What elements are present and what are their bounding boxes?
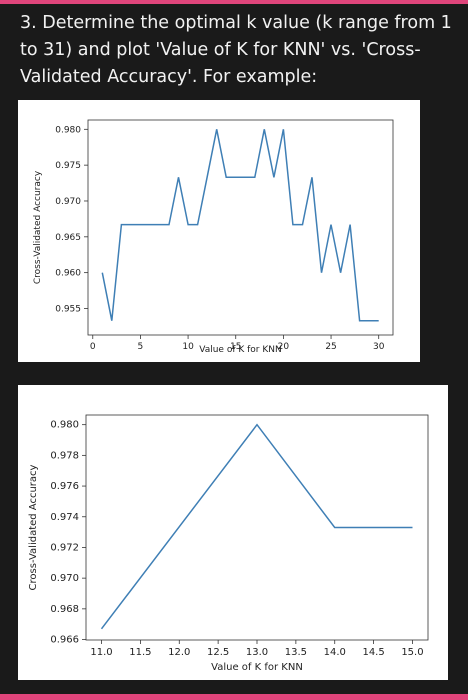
x-tick-label: 0 [90,342,96,352]
chart-2: 0.966 0.968 0.970 0.972 0.974 0.976 0.978 0.980… [28,414,429,673]
x-tick-label: 12.5 [207,647,229,658]
x-tick-label: 14.0 [324,647,346,658]
y-tick-label: 0.966 [50,635,79,646]
x-tick-label: 30 [373,342,385,352]
y-tick-label: 0.975 [55,161,81,171]
x-tick-label: 14.5 [362,647,384,658]
y-tick-label: 0.976 [50,481,79,492]
y-tick-label: 0.978 [50,450,79,461]
plot-frame [87,119,394,336]
y-tick-label: 0.972 [50,542,79,553]
y-axis-label: Cross-Validated Accuracy [28,464,39,590]
question-text: 3. Determine the optimal k value (k rang… [20,13,452,87]
x-tick-label: 13.0 [246,647,268,658]
y-tick-label: 0.980 [50,420,79,431]
x-tick-label: 15.0 [401,647,423,658]
y-tick-label: 0.955 [55,304,81,314]
x-tick-label: 25 [325,342,336,352]
chart-1: 0.955 0.960 0.965 0.970 0.975 0.980 0 5 10 15 20 25… [33,119,394,355]
x-tick-label: 10 [182,342,194,352]
y-tick-label: 0.980 [55,125,81,135]
x-axis-label: Value of K for KNN [211,662,303,673]
y-axis-label: Cross-Validated Accuracy [33,170,43,284]
x-tick-label: 13.5 [285,647,307,658]
x-axis-label: Value of K for KNN [199,345,281,355]
y-tick-label: 0.968 [50,604,79,615]
series-line [100,423,413,630]
x-tick-label: 11.5 [129,647,151,658]
x-tick-label: 5 [138,342,144,352]
y-tick-label: 0.965 [55,233,81,243]
chart-panel-2: 0.966 0.968 0.970 0.972 0.974 0.976 0.978 0.980… [18,385,448,680]
y-tick-label: 0.970 [55,197,81,207]
y-tick-label: 0.970 [50,573,79,584]
x-tick-label: 12.0 [168,647,190,658]
y-tick-label: 0.974 [50,512,79,523]
x-tick-label: 11.0 [90,647,112,658]
x-tick-label: 15 [230,342,241,352]
chart-panel-1: 0.955 0.960 0.965 0.970 0.975 0.980 0 5 10 15 20 25… [18,100,420,362]
y-tick-label: 0.960 [55,269,81,279]
bottom-accent-bar [0,694,468,700]
series-line [101,129,379,322]
x-tick-label: 20 [278,342,290,352]
top-accent-bar [0,0,468,4]
